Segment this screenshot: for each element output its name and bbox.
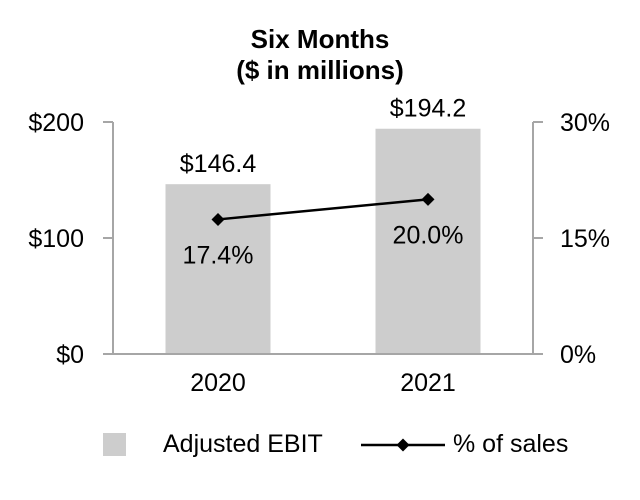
diamond-marker (211, 212, 225, 226)
pct-of-sales-line (217, 198, 429, 221)
x-axis-category-label: 2020 (190, 369, 246, 397)
pct-value-label: 20.0% (393, 221, 464, 249)
chart-title-block: Six Months ($ in millions) (0, 24, 640, 86)
bar-value-label: $146.4 (180, 150, 257, 178)
left-axis-tick-label: $100 (28, 225, 84, 253)
right-axis-tick-label: 15% (560, 225, 610, 253)
x-axis-category-label: 2021 (400, 369, 456, 397)
pct-value-label: 17.4% (183, 241, 254, 269)
bar-value-label: $194.2 (390, 95, 466, 123)
left-axis-tick-label: $200 (28, 109, 84, 137)
right-axis-tick-label: 30% (560, 109, 610, 137)
left-axis-tick-label: $0 (56, 341, 84, 369)
right-axis-tick-label: 0% (560, 341, 596, 369)
chart-subtitle: ($ in millions) (236, 55, 404, 85)
diamond-marker (421, 192, 435, 206)
bar-2020 (165, 184, 271, 354)
chart-title: Six Months (250, 24, 390, 54)
bar-2021 (375, 128, 481, 354)
